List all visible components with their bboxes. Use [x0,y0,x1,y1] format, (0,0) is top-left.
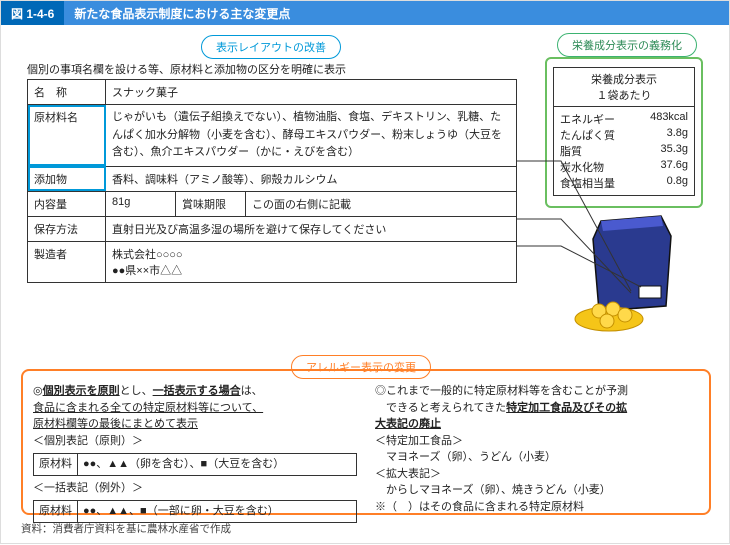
sub1: ＜個別表記（原則）＞ [33,433,357,450]
nutrition-pill: 栄養成分表示の義務化 [557,33,697,57]
th-storage: 保存方法 [28,216,106,241]
mt-head: 原材料 [34,501,78,523]
sub2: ＜一括表記（例外）＞ [33,480,357,497]
figure-header: 図 1-4-6 新たな食品表示制度における主な変更点 [1,1,729,25]
txt: 一括表示する場合 [153,385,241,397]
mt-val: ●●、▲▲（卵を含む）、■（大豆を含む） [78,454,357,476]
txt: 特定加工食品及びその拡 [506,402,627,414]
td-name: スナック菓子 [106,80,517,105]
allergy-right: ◎これまで一般的に特定原材料等を含むことが予測 できると考えられてきた特定加工食… [375,383,699,527]
nutrition-rows: エネルギー 483kcal たんぱく質 3.8g 脂質 35.3g 炭水化物 37.6g… [554,107,694,195]
td-additives: 香料、調味料（アミノ酸等）、卵殻カルシウム [106,166,517,191]
mt-head: 原材料 [34,454,78,476]
nutrition-head2: １袋あたり [554,87,694,103]
nutri-val: 3.8g [667,127,688,143]
txt: ◎ [33,385,43,397]
th-maker: 製造者 [28,241,106,282]
nutri-label: 脂質 [560,143,582,159]
label-table: 名 称スナック菓子 原材料名じゃがいも（遺伝子組換えでない）、植物油脂、食塩、デ… [27,79,517,283]
nutri-val: 483kcal [650,111,688,127]
nutri-label: たんぱく質 [560,127,615,143]
th-content: 内容量 [28,191,106,216]
layout-note: 個別の事項名欄を設ける等、原材料と添加物の区分を明確に表示 [27,61,346,77]
txt: ◎これまで一般的に特定原材料等を含むことが予測 [375,383,699,400]
txt: 食品に含まれる全ての特定原材料等について、 [33,400,357,417]
mini-table-1: 原材料●●、▲▲（卵を含む）、■（大豆を含む） [33,453,357,476]
figure-container: 図 1-4-6 新たな食品表示制度における主な変更点 表示レイアウトの改善 個別… [0,0,730,544]
layout-pill: 表示レイアウトの改善 [201,35,341,59]
mt-val: ●●、▲▲、■（一部に卵・大豆を含む） [78,501,357,523]
nutri-label: 食塩相当量 [560,175,615,191]
allergy-box: ◎個別表示を原則とし、一括表示する場合は、 食品に含まれる全ての特定原材料等につ… [21,369,711,515]
nutri-label: エネルギー [560,111,615,127]
td-ingredients: じゃがいも（遺伝子組換えでない）、植物油脂、食塩、デキストリン、乳糖、たんぱく加… [106,105,517,167]
txt: 大表記の廃止 [375,416,699,433]
source-note: 資料：消費者庁資料を基に農林水産省で作成 [21,521,231,536]
figure-number: 図 1-4-6 [1,1,64,25]
nutrition-box: 栄養成分表示 １袋あたり エネルギー 483kcal たんぱく質 3.8g 脂質 35… [545,57,703,208]
td-maker: 株式会社○○○○ ●●県××市△△ [106,241,517,282]
txt: からしマヨネーズ（卵）、焼きうどん（小麦） [375,482,699,499]
nutrition-head: 栄養成分表示 １袋あたり [554,68,694,107]
nutri-label: 炭水化物 [560,159,604,175]
th-additives: 添加物 [28,166,106,191]
allergy-left: ◎個別表示を原則とし、一括表示する場合は、 食品に含まれる全ての特定原材料等につ… [33,383,357,527]
td-storage: 直射日光及び高温多湿の場所を避けて保存してください [106,216,517,241]
txt: は、 [241,385,263,397]
txt: ＜拡大表記＞ [375,466,699,483]
txt: とし、 [120,385,153,397]
th-expiry: 賞味期限 [176,191,246,216]
nutrition-head1: 栄養成分表示 [554,71,694,87]
td-expiry: この面の右側に記載 [246,191,517,216]
snack-icon [571,211,701,341]
nutri-val: 35.3g [660,143,688,159]
txt: ＜特定加工食品＞ [375,433,699,450]
figure-title: 新たな食品表示制度における主な変更点 [64,1,729,25]
txt: できると考えられてきた [375,402,506,414]
th-ingredients: 原材料名 [28,105,106,167]
td-content: 81g [106,191,176,216]
txt: 個別表示を原則 [43,385,120,397]
txt: 原材料欄等の最後にまとめて表示 [33,416,357,433]
txt: ※（ ）はその食品に含まれる特定原材料 [375,499,699,516]
th-name: 名 称 [28,80,106,105]
nutri-val: 0.8g [667,175,688,191]
nutri-val: 37.6g [660,159,688,175]
mini-table-2: 原材料●●、▲▲、■（一部に卵・大豆を含む） [33,500,357,523]
txt: マヨネーズ（卵）、うどん（小麦） [375,449,699,466]
